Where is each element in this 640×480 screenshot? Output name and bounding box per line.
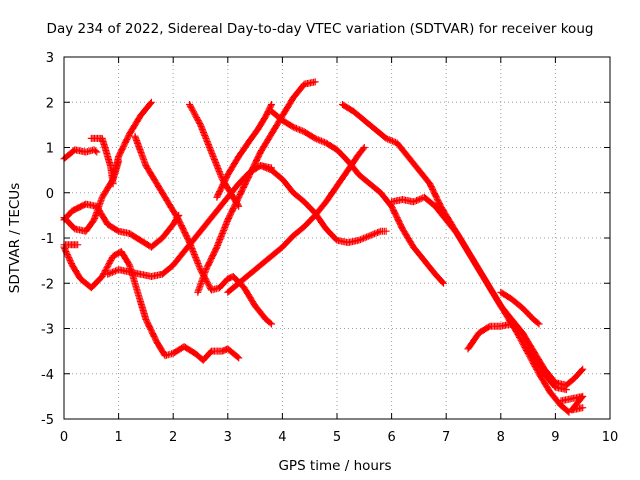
- x-tick-label: 3: [224, 430, 232, 445]
- x-tick-label: 6: [387, 430, 395, 445]
- series-arc18: [464, 320, 587, 389]
- series-arc5: [60, 243, 243, 364]
- data-points: [339, 101, 573, 416]
- x-tick-label: 0: [60, 430, 68, 445]
- y-tick-label: -1: [41, 232, 54, 247]
- series-arc13: [224, 144, 368, 296]
- series-arc11: [194, 78, 319, 296]
- data-points: [557, 392, 587, 414]
- data-points: [186, 101, 243, 210]
- series-arc7: [60, 200, 183, 251]
- x-axis-label: GPS time / hours: [278, 458, 391, 474]
- data-points: [213, 101, 275, 201]
- x-tick-label: 5: [333, 430, 341, 445]
- x-tick-label: 8: [497, 430, 505, 445]
- y-tick-label: 1: [46, 142, 54, 157]
- y-tick-label: 0: [46, 187, 54, 202]
- data-points: [60, 146, 101, 163]
- plot-marks: [60, 78, 587, 416]
- x-tick-label: 2: [169, 430, 177, 445]
- series-arc10: [186, 101, 243, 210]
- y-tick-label: -2: [41, 277, 54, 292]
- y-axis-label: SDTVAR / TECUs: [7, 183, 23, 293]
- series-arc19: [497, 288, 543, 328]
- series-arc14: [268, 107, 447, 287]
- data-points: [131, 132, 275, 328]
- data-points: [257, 162, 390, 246]
- data-points: [194, 78, 319, 296]
- data-points: [464, 320, 587, 389]
- series-arc15: [257, 162, 390, 246]
- x-tick-label: 9: [551, 430, 559, 445]
- series-arc1: [60, 146, 101, 163]
- y-tick-label: -5: [41, 413, 54, 428]
- series-arc12: [213, 101, 275, 201]
- x-tick-label: 7: [442, 430, 450, 445]
- data-points: [224, 144, 368, 296]
- series-arc9: [131, 132, 275, 328]
- x-tick-label: 1: [114, 430, 122, 445]
- y-tick-label: 2: [46, 96, 54, 111]
- y-tick-label: -4: [41, 368, 54, 383]
- data-points: [497, 288, 543, 328]
- data-points: [60, 157, 123, 235]
- series-arc16: [339, 101, 573, 416]
- x-tick-label: 4: [278, 430, 286, 445]
- data-points: [60, 243, 243, 364]
- series-arc6: [60, 157, 123, 235]
- x-tick-label: 10: [602, 430, 619, 445]
- axis-ticks: 0 1 2 3 4 5 6 7 8 9 10 -5 -4 -3 -2 -1 0 1 2 3: [41, 51, 618, 445]
- y-tick-label: 3: [46, 51, 54, 66]
- series-arc20: [557, 392, 587, 414]
- chart-title: Day 234 of 2022, Sidereal Day-to-day VTE…: [47, 21, 594, 37]
- y-tick-label: -3: [41, 323, 54, 338]
- data-points: [268, 107, 447, 287]
- data-points: [60, 200, 183, 251]
